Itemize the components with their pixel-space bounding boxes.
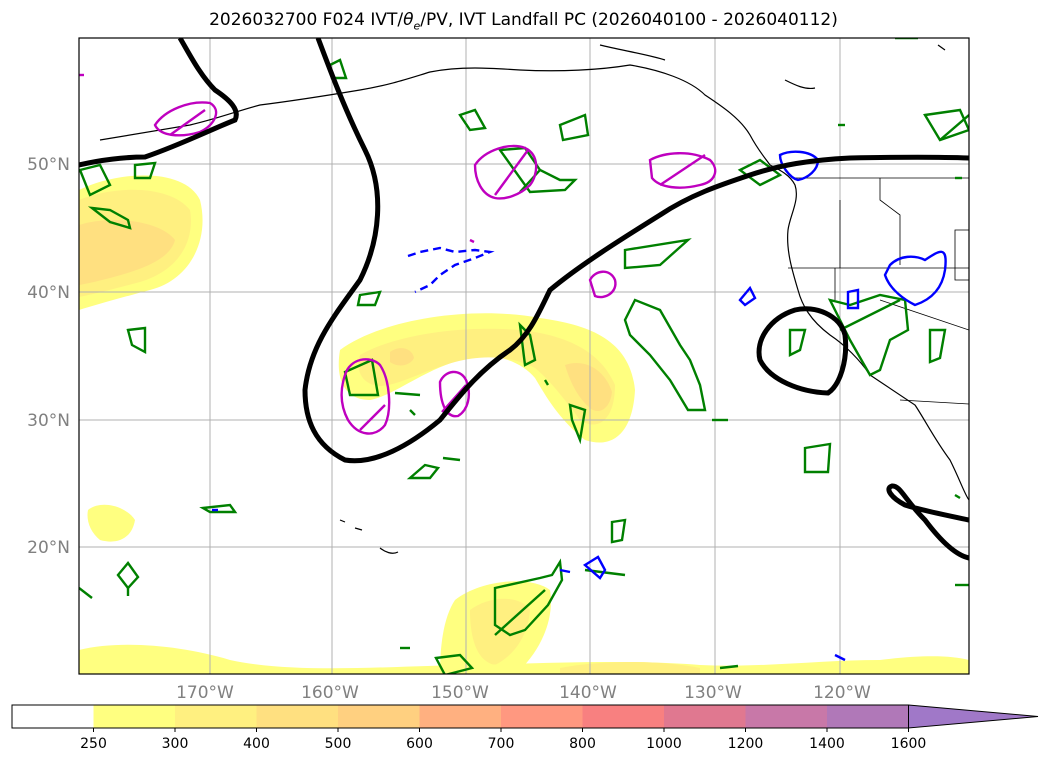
colorbar-tick-label: 700 (488, 736, 515, 752)
title-rest: /PV, IVT Landfall PC (2026040100 - 20260… (420, 10, 838, 30)
ivt-landfall-pc-contours (79, 38, 969, 561)
lat-label-20: 20°N (27, 538, 70, 558)
ivt-shading (79, 175, 969, 674)
map-frame (78, 37, 970, 675)
colorbar-bin (93, 705, 176, 728)
colorbar-bin (745, 705, 828, 728)
lat-label-40: 40°N (27, 283, 70, 303)
colorbar-bin (827, 705, 909, 728)
colorbar-bin (419, 705, 502, 728)
lon-label-130w: 130°W (684, 683, 742, 703)
lon-label-120w: 120°W (813, 683, 871, 703)
lon-label-160w: 160°W (301, 683, 359, 703)
colorbar-tick-label: 800 (569, 736, 596, 752)
colorbar: 250 300 400 500 600 700 800 1000 1200 1400 1600 (11, 704, 1039, 752)
colorbar-tick-label: 500 (325, 736, 352, 752)
lat-label-30: 30°N (27, 411, 70, 431)
colorbar-bin (582, 705, 665, 728)
pv-magenta-contours (79, 73, 717, 435)
graticule (79, 38, 969, 674)
map-title: 2026032700 F024 IVT/θe/PV, IVT Landfall … (0, 10, 1047, 32)
colorbar-bin (664, 705, 746, 728)
colorbar-bin (12, 705, 94, 728)
lat-label-50: 50°N (27, 155, 70, 175)
colorbar-tick-label: 1200 (728, 736, 764, 752)
colorbar-bin (175, 705, 257, 728)
colorbar-tick-label: 250 (80, 736, 107, 752)
borders (788, 177, 969, 405)
colorbar-extend-arrow (908, 704, 1039, 729)
title-theta-sub: e (413, 19, 421, 33)
map-content (79, 38, 969, 674)
colorbar-bin (338, 705, 420, 728)
colorbar-tick-label: 1000 (646, 736, 682, 752)
lon-label-150w: 150°W (431, 683, 489, 703)
colorbar-bin (501, 705, 583, 728)
colorbar-tick-label: 1400 (809, 736, 845, 752)
lon-label-140w: 140°W (559, 683, 617, 703)
colorbar-tick-label: 1600 (891, 736, 927, 752)
colorbar-bin (256, 705, 339, 728)
colorbar-tick-label: 400 (243, 736, 270, 752)
colorbar-tick-label: 600 (406, 736, 433, 752)
title-theta: θ (403, 10, 414, 30)
title-fields: IVT/ (370, 10, 404, 30)
title-run: 2026032700 F024 (209, 10, 365, 30)
colorbar-frame (11, 704, 909, 729)
pv-blue-contours (212, 150, 947, 662)
lon-label-170w: 170°W (176, 683, 234, 703)
colorbar-tick-label: 300 (162, 736, 189, 752)
